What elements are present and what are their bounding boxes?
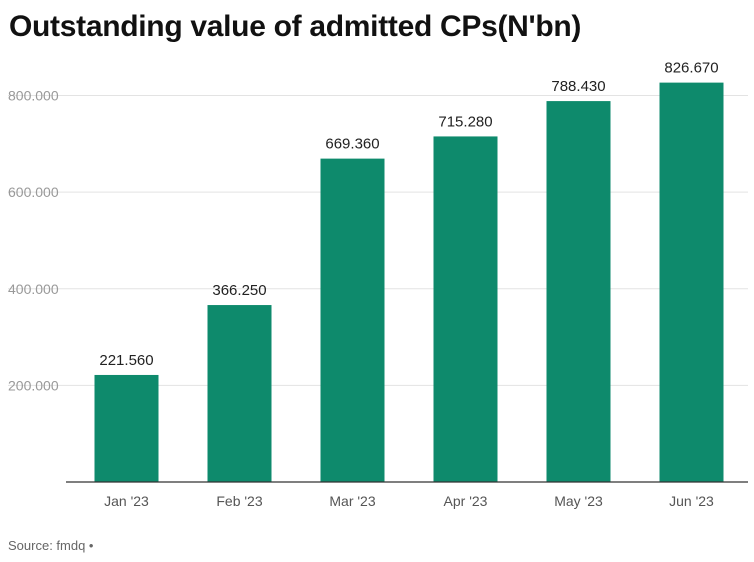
bar-5	[546, 101, 611, 483]
data-label: 715.280	[438, 113, 492, 130]
y-tick-label: 600.000	[8, 184, 59, 200]
data-label: 366.250	[212, 282, 266, 299]
bar-1	[94, 374, 159, 482]
x-axis: Jan '23 Feb '23 Mar '23 Apr '23 May '23 Jun '…	[66, 481, 748, 509]
x-tick-label: Jan '23	[104, 493, 149, 509]
y-tick-label: 400.000	[8, 281, 59, 297]
chart-title: Outstanding value of admitted CPs(N'bn)	[9, 10, 582, 43]
x-tick-label: Mar '23	[329, 493, 375, 509]
x-tick-label: Jun '23	[669, 493, 714, 509]
bar-3	[320, 158, 385, 482]
x-tick-label: Feb '23	[216, 493, 262, 509]
source-note: Source: fmdq •	[8, 538, 94, 553]
y-axis: 200.000 400.000 600.000 800.000	[8, 88, 59, 394]
x-tick-label: Apr '23	[444, 493, 488, 509]
y-tick-label: 200.000	[8, 377, 59, 393]
bar-2	[207, 305, 272, 482]
data-labels: 221.560 366.250 669.360 715.280 788.430 826.6…	[99, 60, 718, 369]
bar-4	[433, 136, 498, 482]
data-label: 221.560	[99, 352, 153, 369]
data-label: 669.360	[325, 136, 379, 153]
bars	[94, 82, 724, 483]
x-tick-label: May '23	[554, 493, 603, 509]
data-label: 826.670	[664, 60, 718, 77]
data-label: 788.430	[551, 78, 605, 95]
y-tick-label: 800.000	[8, 88, 59, 104]
bar-6	[659, 82, 724, 483]
